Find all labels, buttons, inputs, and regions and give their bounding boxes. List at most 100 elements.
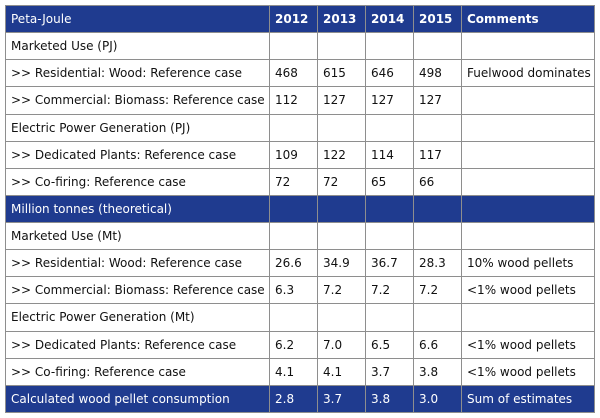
comment: 10% wood pellets (461, 249, 595, 278)
value-2015 (413, 113, 462, 142)
value-2015: 7.2 (413, 276, 462, 305)
value-2015 (413, 32, 462, 61)
header-year-2014: 2014 (365, 4, 414, 34)
header-unit-label: Peta-Joule (5, 4, 270, 34)
row-label: >> Co-firing: Reference case (5, 357, 270, 386)
comment (461, 167, 595, 196)
value-2014: 3.8 (365, 384, 414, 414)
row-label: Calculated wood pellet consumption (5, 384, 270, 414)
value-2014: 646 (365, 59, 414, 88)
table-header-row: Peta-Joule 2012 2013 2014 2015 Comments (5, 4, 595, 34)
section-row: Marketed Use (PJ) (5, 32, 595, 61)
value-2015 (413, 221, 462, 251)
value-2014: 7.2 (365, 276, 414, 305)
value-2014: 65 (365, 167, 414, 196)
value-2015: 6.6 (413, 330, 462, 359)
row-label: Million tonnes (theoretical) (5, 194, 270, 224)
row-label: >> Commercial: Biomass: Reference case (5, 86, 270, 115)
value-2015: 3.8 (413, 357, 462, 386)
comment: <1% wood pellets (461, 357, 595, 386)
value-2012 (269, 113, 318, 142)
row-label: Electric Power Generation (Mt) (5, 303, 270, 332)
comment (461, 221, 595, 251)
value-2015: 66 (413, 167, 462, 196)
comment: <1% wood pellets (461, 276, 595, 305)
value-2012: 109 (269, 140, 318, 169)
table-row: >> Co-firing: Reference case 72 72 65 66 (5, 167, 595, 196)
section-row: Marketed Use (Mt) (5, 221, 595, 251)
section-row: Electric Power Generation (PJ) (5, 113, 595, 142)
value-2013 (317, 194, 366, 224)
comment: Fuelwood dominates (461, 59, 595, 88)
value-2012 (269, 194, 318, 224)
table-row: >> Co-firing: Reference case 4.1 4.1 3.7 3.8… (5, 357, 595, 386)
row-label: >> Dedicated Plants: Reference case (5, 140, 270, 169)
header-comments: Comments (461, 4, 595, 34)
value-2014 (365, 194, 414, 224)
comment (461, 303, 595, 332)
table-row: >> Residential: Wood: Reference case 468 6… (5, 59, 595, 88)
value-2012: 112 (269, 86, 318, 115)
row-label: >> Residential: Wood: Reference case (5, 59, 270, 88)
row-label: Marketed Use (PJ) (5, 32, 270, 61)
header-year-2015: 2015 (413, 4, 462, 34)
value-2014: 127 (365, 86, 414, 115)
value-2012: 6.2 (269, 330, 318, 359)
value-2015: 127 (413, 86, 462, 115)
header-year-2012: 2012 (269, 4, 318, 34)
value-2013 (317, 113, 366, 142)
value-2013: 3.7 (317, 384, 366, 414)
comment (461, 32, 595, 61)
value-2015 (413, 303, 462, 332)
comment: <1% wood pellets (461, 330, 595, 359)
table-band-row: Million tonnes (theoretical) (5, 194, 595, 224)
value-2012 (269, 32, 318, 61)
row-label: Marketed Use (Mt) (5, 221, 270, 251)
value-2014: 114 (365, 140, 414, 169)
value-2015: 3.0 (413, 384, 462, 414)
comment: Sum of estimates (461, 384, 595, 414)
value-2014 (365, 221, 414, 251)
row-label: >> Dedicated Plants: Reference case (5, 330, 270, 359)
value-2012: 468 (269, 59, 318, 88)
value-2012: 72 (269, 167, 318, 196)
value-2012: 26.6 (269, 249, 318, 278)
value-2013: 34.9 (317, 249, 366, 278)
table-row: >> Residential: Wood: Reference case 26.6… (5, 249, 595, 278)
value-2014 (365, 32, 414, 61)
table-row: >> Commercial: Biomass: Reference case 6.… (5, 276, 595, 305)
row-label: >> Co-firing: Reference case (5, 167, 270, 196)
row-label: >> Commercial: Biomass: Reference case (5, 276, 270, 305)
value-2014: 3.7 (365, 357, 414, 386)
value-2012 (269, 221, 318, 251)
value-2013 (317, 32, 366, 61)
value-2014: 36.7 (365, 249, 414, 278)
comment (461, 194, 595, 224)
header-year-2013: 2013 (317, 4, 366, 34)
value-2013: 7.0 (317, 330, 366, 359)
value-2014 (365, 113, 414, 142)
value-2012: 2.8 (269, 384, 318, 414)
comment (461, 140, 595, 169)
value-2015: 498 (413, 59, 462, 88)
value-2012 (269, 303, 318, 332)
value-2013: 122 (317, 140, 366, 169)
section-row: Electric Power Generation (Mt) (5, 303, 595, 332)
value-2013: 72 (317, 167, 366, 196)
value-2014 (365, 303, 414, 332)
value-2013: 615 (317, 59, 366, 88)
value-2012: 6.3 (269, 276, 318, 305)
table-row: >> Dedicated Plants: Reference case 109 12… (5, 140, 595, 169)
value-2015: 117 (413, 140, 462, 169)
value-2013: 7.2 (317, 276, 366, 305)
value-2014: 6.5 (365, 330, 414, 359)
biomass-energy-table: Peta-Joule 2012 2013 2014 2015 Comments … (5, 4, 595, 414)
table-row: >> Commercial: Biomass: Reference case 11… (5, 86, 595, 115)
value-2012: 4.1 (269, 357, 318, 386)
value-2015: 28.3 (413, 249, 462, 278)
table-row: >> Dedicated Plants: Reference case 6.2 7.… (5, 330, 595, 359)
value-2013 (317, 221, 366, 251)
value-2013: 127 (317, 86, 366, 115)
value-2015 (413, 194, 462, 224)
row-label: >> Residential: Wood: Reference case (5, 249, 270, 278)
